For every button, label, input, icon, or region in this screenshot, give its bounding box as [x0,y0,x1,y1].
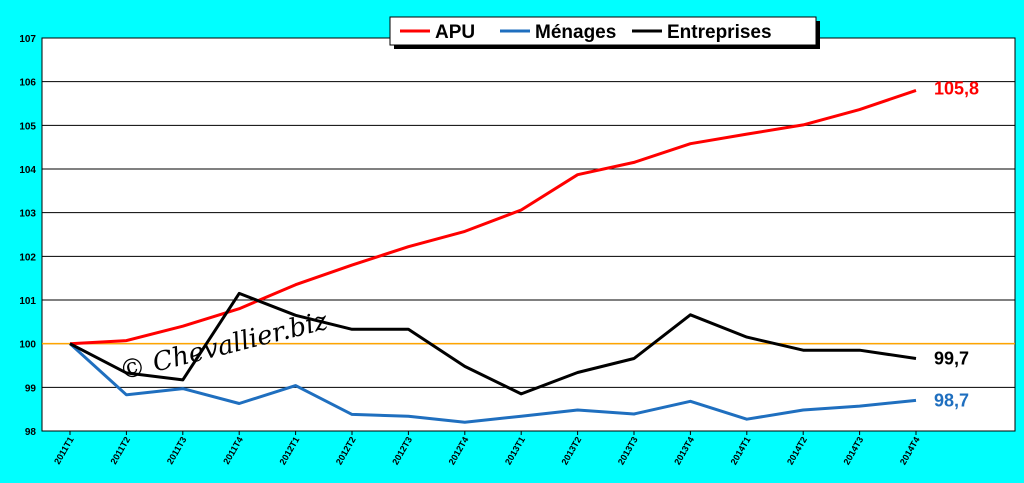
y-tick-label: 106 [19,78,36,89]
series-group [68,88,917,424]
series-line-apu [69,88,917,346]
plot-area [42,38,1015,431]
legend-entry: Entreprises [667,22,772,43]
legend-entry: Ménages [535,22,616,43]
y-tick-label: 103 [19,209,36,220]
end-labels: 105,8 98,7 99,7 [934,78,979,410]
y-tick-label: 104 [19,165,36,176]
grid-lines [41,37,1016,432]
series-line-entreprises [69,291,917,396]
y-tick-label: 105 [19,121,36,132]
end-label-apu: 105,8 [934,78,979,98]
y-tick-label: 107 [19,34,36,45]
end-label-mnages: 98,7 [934,390,969,410]
y-tick-label: 101 [19,296,36,307]
series-line-mnages [68,342,917,424]
y-tick-label: 100 [19,340,36,351]
legend: APU Ménages Entreprises [389,16,820,49]
end-label-entreprises: 99,7 [934,349,969,369]
y-tick-label: 102 [19,252,36,263]
y-tick-label: 99 [25,383,37,394]
y-axis-ticks: 98 99 100 101 102 103 104 105 106 107 [19,34,36,438]
legend-box [389,16,817,46]
y-tick-label: 98 [25,427,37,438]
legend-entry: APU [435,22,475,43]
